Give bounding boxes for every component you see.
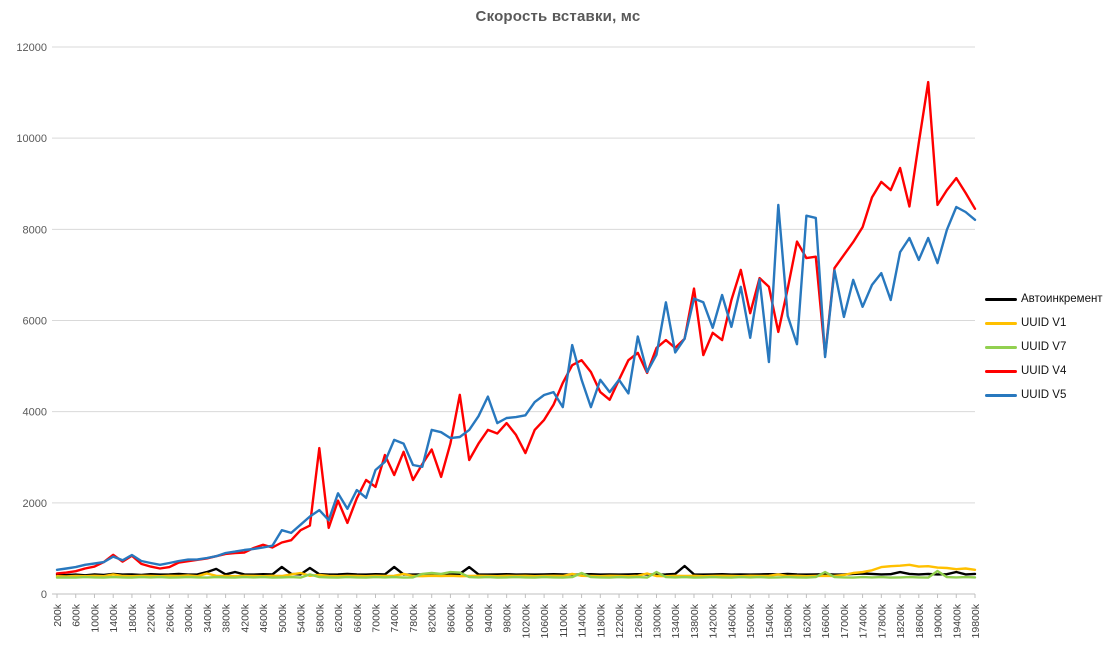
- legend-item-uuid-v4: UUID V4: [985, 359, 1103, 383]
- x-axis-tick-label: 11000k: [558, 603, 570, 637]
- legend-label: UUID V1: [1021, 317, 1067, 329]
- x-axis-tick-label: 12200k: [614, 603, 626, 638]
- x-axis-tick-label: 19800k: [970, 603, 982, 638]
- x-axis-tick-label: 1400k: [108, 603, 120, 632]
- x-axis-tick-label: 11800k: [595, 603, 607, 637]
- legend-item-uuid-v7: UUID V7: [985, 335, 1103, 359]
- y-axis-tick-label: 4000: [23, 407, 47, 419]
- x-axis-tick-label: 13400k: [670, 603, 682, 638]
- chart-line-uuid-v4: [55, 80, 977, 575]
- x-axis-tick-label: 2200k: [146, 603, 158, 632]
- x-axis-tick-label: 18200k: [895, 603, 907, 638]
- y-axis-tick-label: 0: [41, 589, 47, 601]
- x-axis-tick-label: 7400k: [389, 603, 401, 632]
- y-axis-tick-label: 6000: [23, 316, 47, 328]
- x-axis-tick-label: 1000k: [89, 603, 101, 632]
- legend-item-uuid-v5: UUID V5: [985, 383, 1103, 407]
- x-axis-tick-label: 8200k: [427, 603, 439, 632]
- x-axis-tick-label: 3800k: [221, 603, 233, 632]
- x-axis-tick-label: 16200k: [801, 603, 813, 638]
- x-axis-tick-label: 7800k: [408, 603, 420, 632]
- x-axis-tick-label: 200k: [52, 603, 64, 627]
- x-axis-tick-label: 13800k: [689, 603, 701, 638]
- x-axis-tick-label: 600k: [71, 603, 83, 627]
- chart-legend: Автоинкремент UUID V1 UUID V7 UUID V4 UUID V…: [985, 287, 1103, 407]
- chart-title: Скорость вставки, мс: [475, 8, 641, 25]
- x-axis-tick-label: 8600k: [445, 603, 457, 632]
- x-axis-tick-label: 9800k: [502, 603, 514, 632]
- x-axis-tick-label: 6600k: [352, 603, 364, 632]
- x-axis-tick-label: 15800k: [783, 603, 795, 638]
- legend-swatch: [985, 321, 1017, 325]
- x-axis-tick-label: 17800k: [876, 603, 888, 638]
- x-axis-tick-label: 14600k: [726, 603, 738, 638]
- y-axis-tick-label: 8000: [23, 224, 47, 236]
- legend-item-uuid-v1: UUID V1: [985, 311, 1103, 335]
- x-axis-tick-label: 11400k: [577, 603, 589, 637]
- x-axis-tick-label: 19000k: [933, 603, 945, 638]
- x-axis-tick-label: 9000k: [464, 603, 476, 632]
- x-axis-tick-label: 15000k: [745, 603, 757, 638]
- x-axis-tick-label: 9400k: [483, 603, 495, 632]
- x-axis-tick-label: 7000k: [370, 603, 382, 632]
- x-axis-tick-label: 14200k: [708, 603, 720, 638]
- x-axis-tick-label: 16600k: [820, 603, 832, 638]
- chart-line-uuid-v5: [55, 203, 977, 571]
- x-axis-tick-label: 17400k: [858, 603, 870, 638]
- chart-line-автоинкремент: [55, 564, 977, 577]
- x-axis-tick-label: 10600k: [539, 603, 551, 638]
- x-axis-tick-label: 2600k: [164, 603, 176, 632]
- x-axis-tick-label: 18600k: [914, 603, 926, 638]
- y-axis-tick-label: 10000: [16, 133, 47, 145]
- legend-swatch: [985, 393, 1017, 397]
- legend-label: UUID V4: [1021, 365, 1067, 377]
- x-axis-tick-label: 15400k: [764, 603, 776, 638]
- legend-swatch: [985, 345, 1017, 349]
- x-axis-tick-label: 5800k: [314, 603, 326, 632]
- x-axis-tick-label: 1800k: [127, 603, 139, 632]
- x-axis-tick-label: 4600k: [258, 603, 270, 632]
- x-axis-tick-label: 3000k: [183, 603, 195, 632]
- legend-label: UUID V7: [1021, 341, 1067, 353]
- legend-swatch: [985, 369, 1017, 373]
- x-axis-tick-label: 4200k: [239, 603, 251, 632]
- x-axis-tick-label: 13000k: [652, 603, 664, 638]
- x-axis-tick-label: 6200k: [333, 603, 345, 632]
- x-axis-tick-label: 17000k: [839, 603, 851, 638]
- legend-label: UUID V5: [1021, 389, 1067, 401]
- y-axis-tick-label: 2000: [23, 498, 47, 510]
- x-axis-tick-label: 12600k: [633, 603, 645, 638]
- x-axis-tick-label: 5400k: [296, 603, 308, 632]
- x-axis-tick-label: 10200k: [520, 603, 532, 638]
- legend-swatch: [985, 297, 1017, 301]
- x-axis-tick-label: 19400k: [951, 603, 963, 638]
- x-axis-tick-label: 5000k: [277, 603, 289, 632]
- legend-label: Автоинкремент: [1021, 293, 1103, 305]
- legend-item-автоинкремент: Автоинкремент: [985, 287, 1103, 311]
- y-axis-tick-label: 12000: [16, 42, 47, 54]
- chart-line-uuid-v7: [55, 569, 977, 579]
- x-axis-tick-label: 3400k: [202, 603, 214, 632]
